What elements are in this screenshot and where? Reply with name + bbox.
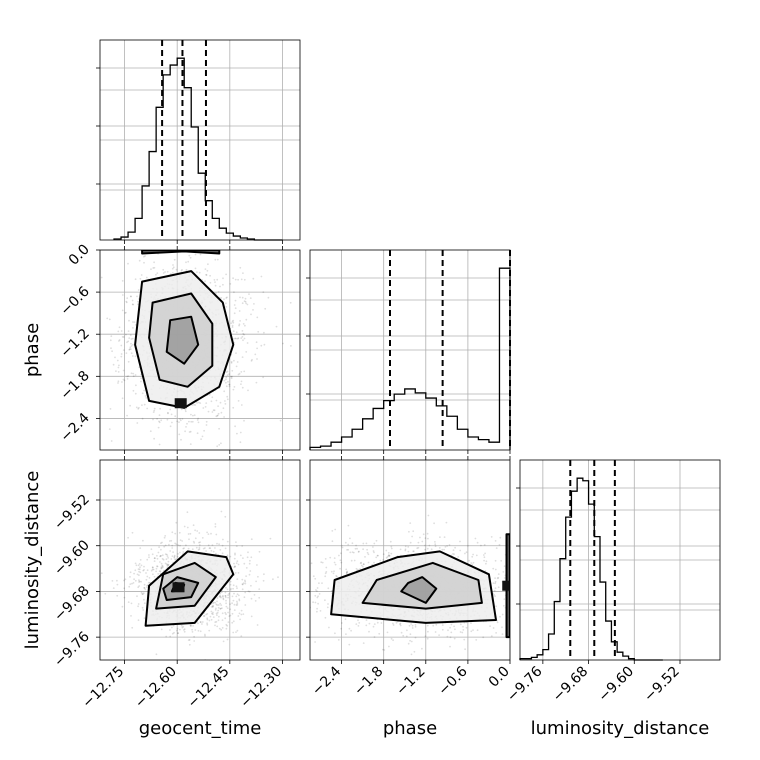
y-tick-label-phase: −1.2 [57, 326, 92, 361]
pair-geocent_time-luminosity_distance [96, 456, 301, 664]
x-tick-label-phase: −1.8 [351, 664, 386, 699]
y-tick-label-phase: −1.8 [57, 368, 92, 403]
x-tick-label-geocent_time: −12.75 [79, 664, 127, 712]
y-tick-label-phase: −2.4 [57, 410, 92, 445]
contour-line [141, 250, 221, 255]
axes-frame [309, 249, 511, 451]
contour-line [361, 561, 483, 610]
contour-line [148, 292, 214, 388]
axes-frame [99, 459, 301, 661]
x-tick-label-luminosity_distance: −9.60 [595, 664, 637, 706]
axes-frame [519, 459, 721, 661]
histogram-steps-geocent_time [113, 57, 283, 241]
x-axis-label-phase: phase [383, 718, 437, 739]
y-tick-label-luminosity_distance: −9.76 [51, 629, 93, 671]
density-peak [172, 582, 185, 593]
density-peak [502, 580, 510, 591]
grid [100, 40, 300, 240]
x-tick-label-luminosity_distance: −9.68 [550, 664, 592, 706]
grid [310, 250, 511, 450]
pair-phase-luminosity_distance [306, 456, 511, 664]
axes-frame [309, 459, 511, 661]
axes-frame [99, 39, 301, 241]
histogram-steps-luminosity_distance [519, 477, 663, 661]
grid [520, 460, 720, 660]
density-peak [174, 398, 187, 409]
contour-line [144, 550, 235, 627]
histogram-geocent_time [96, 39, 301, 244]
y-tick-label-luminosity_distance: −9.68 [51, 583, 93, 625]
contour-line [134, 270, 235, 409]
y-tick-label-luminosity_distance: −9.60 [51, 537, 93, 579]
contour-line [505, 533, 510, 639]
x-tick-label-geocent_time: −12.60 [132, 664, 180, 712]
x-tick-label-geocent_time: −12.45 [185, 664, 233, 712]
x-tick-label-phase: −1.2 [393, 664, 428, 699]
contour-line [162, 576, 200, 601]
contour-line [165, 315, 200, 365]
density-fill [166, 316, 199, 364]
y-tick-label-luminosity_distance: −9.52 [51, 492, 93, 534]
x-tick-label-geocent_time: −12.30 [237, 664, 285, 712]
density-fill [401, 577, 437, 603]
histogram-phase [306, 249, 511, 454]
y-axis-label-phase: phase [22, 323, 43, 377]
pair-geocent_time-phase [96, 246, 301, 454]
contour-line [155, 561, 217, 610]
x-tick-label-phase: 0.0 [486, 664, 513, 691]
x-tick-label-phase: −2.4 [309, 663, 344, 698]
contour-line [330, 550, 497, 624]
contour-line [400, 576, 438, 604]
x-tick-label-luminosity_distance: −9.52 [641, 664, 683, 706]
x-axis-label-luminosity_distance: luminosity_distance [531, 718, 710, 739]
x-tick-label-luminosity_distance: −9.76 [504, 663, 546, 705]
x-tick-label-phase: −0.6 [435, 663, 470, 698]
y-axis-label-luminosity_distance: luminosity_distance [22, 471, 43, 650]
histogram-luminosity_distance [516, 459, 721, 664]
histogram-steps-phase [309, 267, 511, 450]
y-tick-label-phase: −0.6 [57, 284, 92, 319]
y-tick-label-phase: 0.0 [66, 242, 93, 269]
axes-frame [99, 249, 301, 451]
x-axis-label-geocent_time: geocent_time [139, 718, 262, 739]
